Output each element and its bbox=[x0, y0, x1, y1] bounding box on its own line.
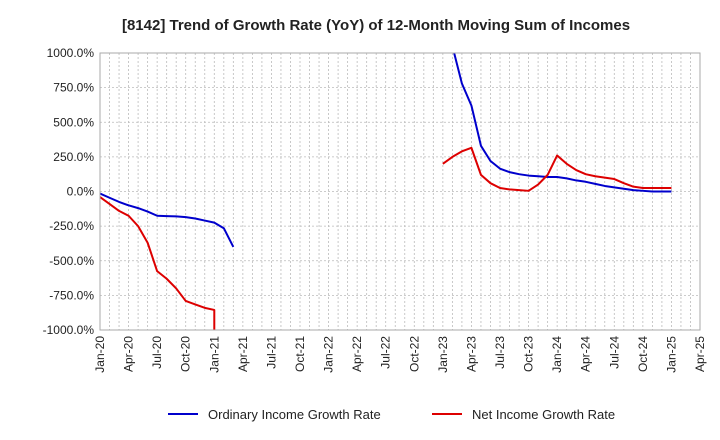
y-tick-label: 750.0% bbox=[53, 81, 94, 95]
x-tick-label: Jul-24 bbox=[607, 336, 621, 369]
x-tick-label: Jul-22 bbox=[379, 336, 393, 369]
y-tick-label: -250.0% bbox=[49, 219, 94, 233]
x-tick-label: Jan-20 bbox=[93, 336, 107, 373]
y-tick-label: -750.0% bbox=[49, 288, 94, 302]
x-tick-label: Apr-25 bbox=[693, 336, 707, 372]
grid bbox=[99, 52, 701, 331]
x-tick-label: Jan-22 bbox=[322, 336, 336, 373]
x-tick-label: Apr-23 bbox=[464, 336, 478, 372]
plot-area-border bbox=[99, 52, 701, 331]
x-tick-label: Oct-21 bbox=[293, 336, 307, 372]
x-tick-label: Jan-23 bbox=[436, 336, 450, 373]
y-tick-label: 1000.0% bbox=[47, 46, 95, 60]
x-tick-label: Oct-24 bbox=[636, 336, 650, 372]
legend: Ordinary Income Growth Rate Net Income Gr… bbox=[168, 407, 615, 422]
series-line-1 bbox=[453, 53, 672, 193]
y-tick-label: -500.0% bbox=[49, 254, 94, 268]
x-tick-label: Jan-21 bbox=[207, 336, 221, 373]
y-tick-label: 500.0% bbox=[53, 115, 94, 129]
x-tick-label: Oct-22 bbox=[407, 336, 421, 372]
x-tick-label: Jul-21 bbox=[264, 336, 278, 369]
legend-label-2: Net Income Growth Rate bbox=[472, 407, 615, 422]
y-tick-label: 0.0% bbox=[67, 185, 95, 199]
x-axis: Jan-20 Apr-20 Jul-20 Oct-20 Jan-21 Apr-21 Jul-… bbox=[93, 336, 707, 373]
x-tick-label: Apr-21 bbox=[236, 336, 250, 372]
y-tick-label: -1000.0% bbox=[43, 323, 95, 337]
x-tick-label: Apr-24 bbox=[579, 336, 593, 372]
x-tick-label: Jul-23 bbox=[493, 336, 507, 369]
series-lines bbox=[100, 53, 672, 330]
series-line-1 bbox=[100, 192, 235, 248]
y-tick-label: 250.0% bbox=[53, 150, 94, 164]
series-line-2 bbox=[100, 196, 216, 330]
chart-title: [8142] Trend of Growth Rate (YoY) of 12-… bbox=[122, 17, 630, 34]
y-axis: 1000.0% 750.0% 500.0% 250.0% 0.0% -250.0% -500… bbox=[43, 46, 95, 337]
legend-label-1: Ordinary Income Growth Rate bbox=[208, 407, 381, 422]
x-tick-label: Jan-24 bbox=[550, 336, 564, 373]
x-tick-label: Apr-22 bbox=[350, 336, 364, 372]
x-tick-label: Oct-23 bbox=[522, 336, 536, 372]
x-tick-label: Jul-20 bbox=[150, 336, 164, 369]
series-line-2 bbox=[442, 146, 672, 192]
x-tick-label: Apr-20 bbox=[122, 336, 136, 372]
x-tick-label: Oct-20 bbox=[179, 336, 193, 372]
x-tick-label: Jan-25 bbox=[664, 336, 678, 373]
